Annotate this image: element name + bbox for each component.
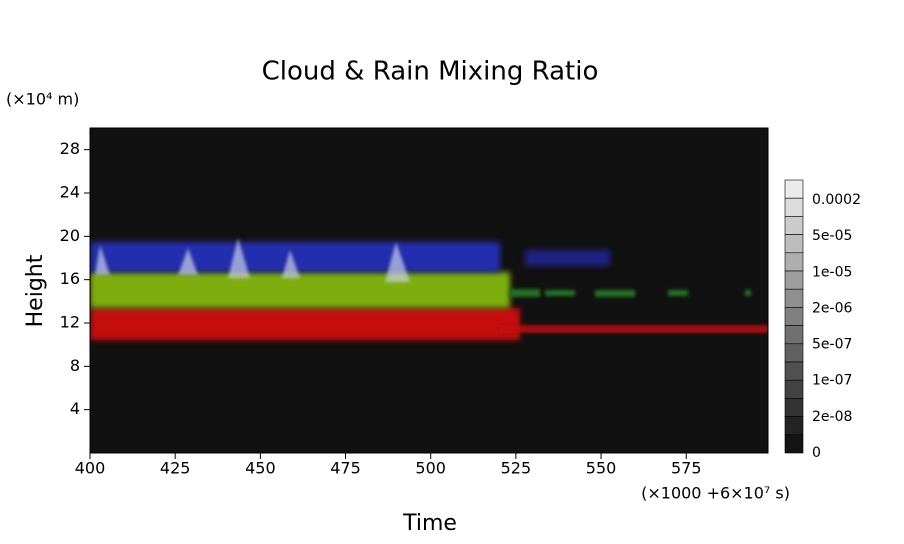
x-axis-label: Time [402,511,457,536]
y-tick-label: 28 [60,139,80,158]
cloud-band [90,272,510,308]
colorbar-swatch [784,379,804,399]
colorbar-swatch [784,361,804,381]
y-tick-label: 24 [60,183,80,202]
x-tick-label: 450 [245,459,276,478]
colorbar-swatch [784,343,804,363]
colorbar-swatch [784,325,804,345]
x-unit: (×1000 +6×10⁷ s) [641,484,790,503]
volume-render [90,238,768,340]
colorbar-label: 1e-07 [812,373,852,389]
colorbar: 0.0002 5e-05 1e-05 2e-06 5e-07 1e-07 2e-08 0 [784,179,861,461]
y-tick-label: 12 [60,313,80,332]
x-tick-label: 475 [330,459,361,478]
x-tick-label: 550 [586,459,617,478]
cloud-patches [510,289,751,297]
colorbar-swatch [784,307,804,326]
colorbar-swatch [784,234,804,254]
colorbar-swatch [784,416,804,436]
rain-trail [500,325,768,333]
colorbar-label: 2e-08 [812,409,852,425]
y-axis-label: Height [23,254,48,327]
colorbar-label: 5e-05 [812,228,852,244]
plot-frame [89,127,769,454]
x-tick-label: 575 [671,459,702,478]
colorbar-swatch [784,216,804,235]
rain-band [90,308,520,340]
colorbar-label: 2e-06 [812,300,852,316]
chart-title: Cloud & Rain Mixing Ratio [262,57,599,87]
ice-patch [525,250,610,266]
y-unit: (×10⁴ m) [6,90,79,109]
x-tick-label: 525 [501,459,532,478]
colorbar-label: 0.0002 [812,192,861,208]
x-tick-label: 400 [75,459,106,478]
y-tick-label: 4 [70,399,80,418]
y-tick-label: 8 [70,356,80,375]
colorbar-swatch [784,434,804,454]
colorbar-swatch [784,398,804,417]
colorbar-swatch [784,270,804,290]
colorbar-label: 1e-05 [812,264,852,280]
colorbar-swatch [784,197,804,217]
colorbar-label: 5e-07 [812,337,852,353]
x-tick-label: 425 [160,459,191,478]
colorbar-label: 0 [812,445,821,461]
y-tick-label: 20 [60,226,80,245]
colorbar-swatch [784,252,804,272]
cloud-tops [95,238,410,282]
x-tick-label: 500 [415,459,446,478]
colorbar-swatch [784,288,804,308]
colorbar-swatch [784,179,804,199]
y-tick-label: 16 [60,269,80,288]
